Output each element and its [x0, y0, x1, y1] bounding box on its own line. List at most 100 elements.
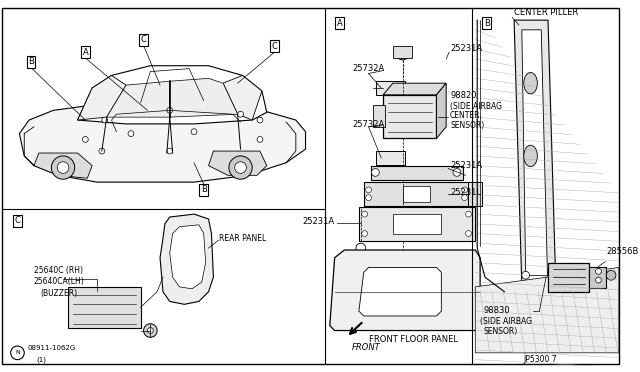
Polygon shape — [34, 153, 92, 178]
Polygon shape — [19, 105, 305, 182]
Bar — [359, 207, 476, 241]
Text: 98820: 98820 — [450, 91, 477, 100]
Text: 98830: 98830 — [483, 306, 509, 315]
Circle shape — [522, 271, 529, 279]
Polygon shape — [436, 83, 446, 138]
Circle shape — [83, 137, 88, 142]
Polygon shape — [476, 267, 619, 353]
Text: SENSOR): SENSOR) — [483, 327, 517, 336]
Bar — [393, 46, 412, 58]
Circle shape — [365, 195, 371, 201]
Polygon shape — [160, 214, 213, 304]
Circle shape — [167, 108, 173, 113]
Polygon shape — [209, 151, 267, 175]
Circle shape — [102, 117, 108, 123]
Text: B: B — [201, 185, 207, 195]
Text: N: N — [15, 350, 20, 355]
Polygon shape — [359, 267, 442, 316]
Text: SENSOR): SENSOR) — [450, 121, 484, 130]
Text: 25231A: 25231A — [450, 161, 482, 170]
Circle shape — [461, 195, 468, 201]
Polygon shape — [170, 225, 205, 289]
Circle shape — [99, 148, 105, 154]
Bar — [376, 151, 406, 165]
Text: B: B — [484, 19, 490, 28]
Text: (1): (1) — [37, 357, 47, 363]
Circle shape — [143, 324, 157, 337]
Bar — [364, 182, 470, 206]
Circle shape — [399, 51, 406, 57]
Text: 25231A: 25231A — [450, 44, 482, 54]
Circle shape — [147, 328, 153, 333]
Bar — [371, 166, 463, 180]
Circle shape — [465, 231, 472, 237]
Circle shape — [11, 346, 24, 360]
Circle shape — [362, 231, 367, 237]
Polygon shape — [107, 81, 170, 117]
Circle shape — [51, 156, 75, 179]
Polygon shape — [223, 76, 262, 120]
Text: JP5300 7: JP5300 7 — [524, 355, 557, 364]
Bar — [393, 214, 442, 234]
Bar — [383, 95, 436, 138]
Circle shape — [229, 156, 252, 179]
Text: FRONT FLOOR PANEL: FRONT FLOOR PANEL — [369, 336, 458, 344]
Text: B: B — [28, 57, 34, 66]
Circle shape — [461, 187, 468, 193]
Bar — [589, 266, 606, 288]
Polygon shape — [77, 76, 126, 120]
Ellipse shape — [524, 145, 538, 167]
Text: A: A — [337, 19, 342, 28]
Circle shape — [453, 169, 461, 176]
Circle shape — [57, 162, 69, 173]
Circle shape — [257, 117, 263, 123]
Circle shape — [465, 211, 472, 217]
Circle shape — [596, 269, 602, 274]
Circle shape — [362, 211, 367, 217]
Circle shape — [596, 277, 602, 283]
Circle shape — [371, 169, 380, 176]
Bar — [468, 182, 482, 206]
Text: FRONT: FRONT — [352, 343, 381, 352]
Text: 25231L: 25231L — [450, 188, 481, 197]
Bar — [68, 287, 141, 328]
Polygon shape — [383, 83, 446, 95]
Text: CENTER PILLER: CENTER PILLER — [514, 8, 579, 17]
Text: C: C — [271, 42, 277, 51]
Circle shape — [128, 131, 134, 137]
Polygon shape — [330, 250, 480, 331]
Text: 25640CA(LH): 25640CA(LH) — [34, 277, 84, 286]
Ellipse shape — [524, 73, 538, 94]
Text: A: A — [83, 48, 88, 57]
Circle shape — [606, 270, 616, 280]
Bar — [373, 106, 385, 127]
Text: C: C — [141, 35, 147, 44]
Bar — [548, 263, 589, 292]
Text: (SIDE AIRBAG: (SIDE AIRBAG — [450, 102, 502, 110]
Text: C: C — [15, 217, 20, 225]
Bar — [403, 186, 429, 202]
Text: REAR PANEL: REAR PANEL — [220, 234, 266, 243]
Text: 08911-1062G: 08911-1062G — [27, 345, 76, 351]
Circle shape — [167, 148, 173, 154]
Circle shape — [191, 129, 197, 135]
Circle shape — [235, 162, 246, 173]
Text: CENTER,: CENTER, — [450, 111, 483, 120]
Text: 25231A: 25231A — [303, 217, 335, 226]
Polygon shape — [170, 78, 237, 117]
Polygon shape — [514, 20, 557, 353]
Text: 25732A: 25732A — [352, 64, 385, 73]
Text: (SIDE AIRBAG: (SIDE AIRBAG — [480, 317, 532, 326]
Circle shape — [237, 111, 243, 117]
Polygon shape — [77, 66, 267, 124]
Circle shape — [257, 137, 263, 142]
Text: 25732A: 25732A — [352, 120, 385, 129]
Bar — [376, 81, 406, 95]
Circle shape — [365, 187, 371, 193]
Text: 28556B: 28556B — [606, 247, 639, 256]
Circle shape — [397, 48, 408, 60]
Circle shape — [356, 243, 365, 253]
Polygon shape — [522, 30, 549, 337]
Text: (BUZZER): (BUZZER) — [41, 289, 78, 298]
Text: 25640C (RH): 25640C (RH) — [34, 266, 83, 275]
